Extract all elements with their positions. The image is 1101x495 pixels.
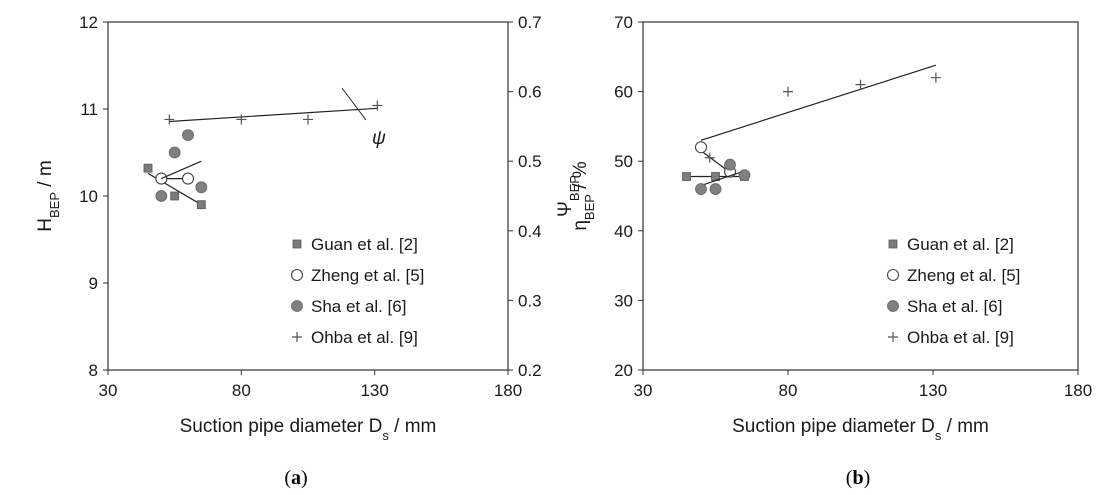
x-tick-label: 30 <box>99 381 118 400</box>
legend-label: Zheng et al. [5] <box>311 266 424 285</box>
series-square <box>682 172 749 181</box>
panel-caption: (b) <box>846 467 870 489</box>
x-tick-label: 80 <box>779 381 798 400</box>
y-tick-label: 10 <box>79 187 98 206</box>
x-tick-label: 130 <box>360 381 388 400</box>
marker-p0-2-0-filled-circle <box>155 190 168 202</box>
legend-label: Ohba et al. [9] <box>907 328 1014 347</box>
y-tick-label: 50 <box>614 152 633 171</box>
x-axis-label: Suction pipe diameter Ds / mm <box>732 416 989 443</box>
marker-p1-3-1-plus <box>783 86 793 97</box>
y-axis-label: HBEP / m <box>35 160 62 231</box>
legend-label: Guan et al. [2] <box>907 235 1014 254</box>
marker-p1-2-2-filled-circle <box>724 158 736 171</box>
marker-p0-3-1-plus <box>236 114 247 125</box>
x-tick-label: 130 <box>919 381 947 400</box>
marker-p1-1-0-open-circle <box>694 141 708 154</box>
marker-p1-leg1-open-circle <box>886 268 900 282</box>
marker-p1-0-0-square <box>682 172 691 181</box>
series-open-circle <box>155 172 195 185</box>
trend-line <box>700 170 745 187</box>
marker-p1-leg0-square <box>888 239 898 249</box>
marker-p0-3-3-plus <box>372 100 383 111</box>
series-filled-circle <box>695 158 751 195</box>
y2-tick-label: 0.2 <box>518 361 542 380</box>
annotation-leader <box>341 87 367 121</box>
y-tick-label: 12 <box>79 13 98 32</box>
series-filled-circle <box>155 129 208 202</box>
marker-p0-leg2-filled-circle <box>291 300 303 312</box>
legend-label: Sha et al. [6] <box>907 297 1002 316</box>
x-axis-label: Suction pipe diameter Ds / mm <box>180 416 437 443</box>
plot-frame <box>107 21 509 371</box>
marker-p0-2-2-filled-circle <box>182 129 194 142</box>
series-plus <box>700 64 941 163</box>
x-tick-label: 180 <box>494 381 522 400</box>
marker-p0-3-2-plus <box>303 114 313 125</box>
y2-tick-label: 0.6 <box>518 83 542 102</box>
marker-p0-leg1-open-circle <box>290 268 304 282</box>
y2-tick-label: 0.5 <box>518 152 542 171</box>
y-tick-label: 20 <box>614 361 633 380</box>
y2-tick-label: 0.3 <box>518 291 542 310</box>
y-axis-label: ηBEP / % <box>570 161 597 230</box>
marker-p0-leg0-square <box>292 239 302 249</box>
marker-p1-3-3-plus <box>930 72 941 83</box>
marker-p0-0-2-square <box>196 200 206 210</box>
marker-p1-leg3-plus <box>888 332 898 342</box>
y-tick-label: 9 <box>89 274 98 293</box>
series-plus <box>164 100 383 125</box>
legend-label: Sha et al. [6] <box>311 297 406 316</box>
legend: Guan et al. [2] Zheng et al. [5] Sha et al… <box>886 235 1020 347</box>
y2-tick-label: 0.7 <box>518 13 542 32</box>
marker-p1-3-2-plus <box>855 79 866 90</box>
trend-line <box>169 107 378 123</box>
y2-axis-label: ΨBEP <box>555 175 582 217</box>
x-tick-label: 30 <box>634 381 653 400</box>
legend: Guan et al. [2] Zheng et al. [5] Sha et al… <box>290 235 424 347</box>
plot-frame <box>642 21 1079 371</box>
marker-p1-2-0-filled-circle <box>695 183 707 195</box>
y-tick-label: 40 <box>614 222 633 241</box>
y-tick-label: 60 <box>614 83 633 102</box>
marker-p0-3-0-plus <box>164 114 175 125</box>
marker-p1-2-1-filled-circle <box>709 183 722 195</box>
panel-caption: (a) <box>284 467 307 489</box>
x-tick-label: 80 <box>232 381 251 400</box>
annotation-label: ψ <box>372 128 386 149</box>
legend-label: Ohba et al. [9] <box>311 328 418 347</box>
marker-p0-2-3-filled-circle <box>195 181 208 194</box>
marker-p0-2-1-filled-circle <box>168 146 181 159</box>
y-tick-label: 8 <box>89 361 98 380</box>
y-tick-label: 30 <box>614 291 633 310</box>
trend-line <box>700 64 937 141</box>
y2-tick-label: 0.4 <box>518 222 542 241</box>
marker-p0-0-0-square <box>143 163 153 173</box>
y-tick-label: 70 <box>614 13 633 32</box>
legend-label: Guan et al. [2] <box>311 235 418 254</box>
marker-p1-2-3-filled-circle <box>738 169 751 182</box>
trend-line <box>161 160 202 180</box>
marker-p1-leg2-filled-circle <box>887 300 899 312</box>
chart-panel-a: 30 80 130 180 8 9 10 11 12 0.2 0.3 0.4 0.5 0.6 0.7 ψ Gua… <box>35 13 582 489</box>
legend-label: Zheng et al. [5] <box>907 266 1020 285</box>
y-tick-label: 11 <box>80 100 98 119</box>
marker-p0-0-1-square <box>170 191 180 201</box>
x-tick-label: 180 <box>1064 381 1092 400</box>
marker-p1-3-0-plus <box>704 152 715 163</box>
marker-p0-1-1-open-circle <box>181 172 195 185</box>
marker-p0-leg3-plus <box>292 332 302 342</box>
